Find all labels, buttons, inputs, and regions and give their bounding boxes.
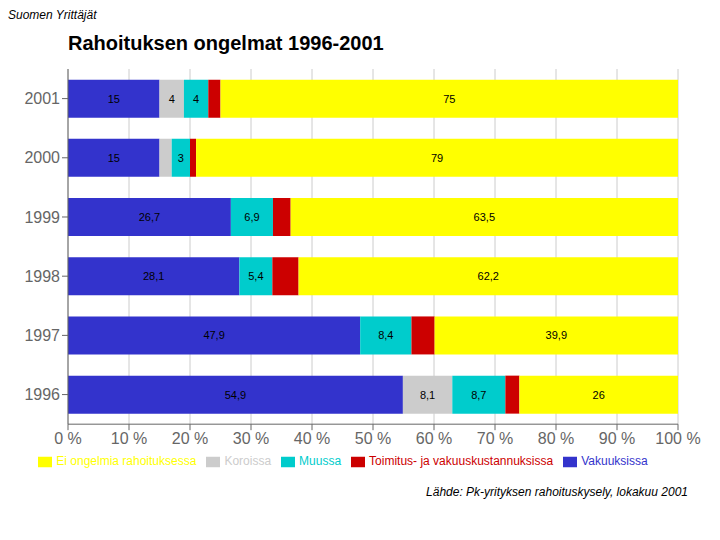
- html-text:Muussa: Muussa: [299, 454, 342, 469]
- svg-text:62,2: 62,2: [478, 270, 499, 282]
- svg-text:80 %: 80 %: [538, 430, 574, 447]
- svg-text:1996: 1996: [24, 386, 60, 403]
- svg-text:8,4: 8,4: [378, 329, 393, 341]
- svg-text:60 %: 60 %: [416, 430, 452, 447]
- html-text:Suomen Yrittäjät: Suomen Yrittäjät: [8, 8, 97, 22]
- html-text:Vakuuksissa: Vakuuksissa: [581, 454, 648, 469]
- svg-text:1997: 1997: [24, 327, 60, 344]
- svg-text:20 %: 20 %: [172, 430, 208, 447]
- svg-text:26,7: 26,7: [139, 211, 160, 223]
- svg-text:2000: 2000: [24, 149, 60, 166]
- html-text:Toimitus- ja vakuuskustannuksi: Toimitus- ja vakuuskustannuksissa: [369, 454, 554, 469]
- svg-text:26: 26: [593, 389, 605, 401]
- svg-text:39,9: 39,9: [546, 329, 567, 341]
- svg-text:63,5: 63,5: [474, 211, 495, 223]
- svg-text:1999: 1999: [24, 209, 60, 226]
- svg-text:100 %: 100 %: [655, 430, 700, 447]
- svg-text:54,9: 54,9: [225, 389, 246, 401]
- svg-text:2001: 2001: [24, 90, 60, 107]
- html-text:Rahoituksen ongelmat 1996-2001: Rahoituksen ongelmat 1996-2001: [68, 32, 384, 54]
- svg-text:1998: 1998: [24, 268, 60, 285]
- svg-text:0 %: 0 %: [54, 430, 82, 447]
- svg-text:75: 75: [443, 93, 455, 105]
- svg-text:70 %: 70 %: [477, 430, 513, 447]
- svg-text:6,9: 6,9: [244, 211, 259, 223]
- html-text:Lähde: Pk-yrityksen rahoitusky: Lähde: Pk-yrityksen rahoituskysely, loka…: [426, 485, 688, 499]
- svg-text:8,7: 8,7: [471, 389, 486, 401]
- svg-text:79: 79: [431, 152, 443, 164]
- svg-text:10 %: 10 %: [111, 430, 147, 447]
- svg-text:47,9: 47,9: [203, 329, 224, 341]
- svg-text:8,1: 8,1: [420, 389, 435, 401]
- svg-text:15: 15: [108, 152, 120, 164]
- svg-text:3: 3: [178, 152, 184, 164]
- svg-text:40 %: 40 %: [294, 430, 330, 447]
- html-text:Ei ongelmia rahoituksessa: Ei ongelmia rahoituksessa: [56, 454, 197, 469]
- svg-text:30 %: 30 %: [233, 430, 269, 447]
- svg-text:5,4: 5,4: [248, 270, 263, 282]
- svg-text:15: 15: [108, 93, 120, 105]
- svg-text:4: 4: [193, 93, 199, 105]
- svg-text:90 %: 90 %: [599, 430, 635, 447]
- svg-text:4: 4: [169, 93, 175, 105]
- html-text:Koroissa: Koroissa: [224, 454, 272, 469]
- svg-text:50 %: 50 %: [355, 430, 391, 447]
- svg-text:28,1: 28,1: [143, 270, 164, 282]
